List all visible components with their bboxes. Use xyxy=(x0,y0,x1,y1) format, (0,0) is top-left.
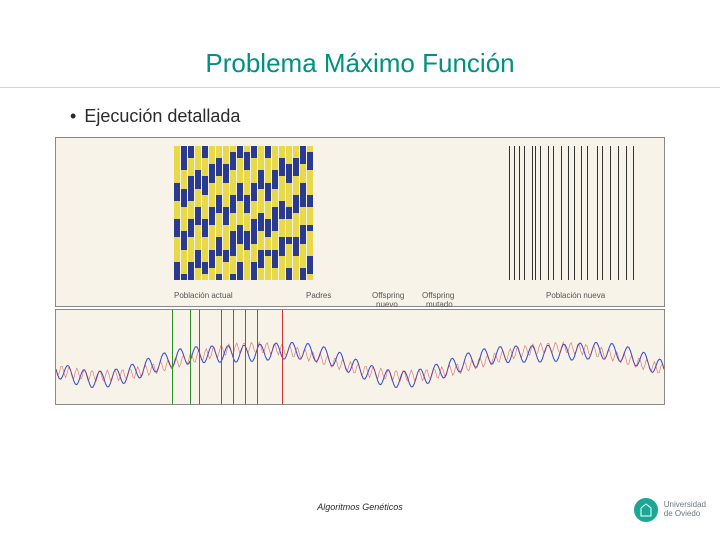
function-wave-panel xyxy=(55,309,665,405)
chromosome-column xyxy=(244,146,250,280)
population-line xyxy=(581,146,582,280)
panel-label: Población nueva xyxy=(546,291,605,300)
logo-text: Universidad de Oviedo xyxy=(664,501,706,519)
chromosome-column xyxy=(237,146,243,280)
marker-line-green xyxy=(172,310,173,404)
wave-red xyxy=(56,342,664,381)
population-line xyxy=(587,146,588,280)
chromosome-column xyxy=(258,146,264,280)
population-line xyxy=(633,146,634,280)
population-line xyxy=(519,146,520,280)
population-line xyxy=(509,146,510,280)
panel-label: Población actual xyxy=(174,291,233,300)
panel-label: nuevo xyxy=(376,300,398,309)
logo-line2: de Oviedo xyxy=(664,510,706,519)
chromosome-column xyxy=(181,146,187,280)
chromosome-column xyxy=(188,146,194,280)
population-line xyxy=(610,146,611,280)
wave-blue xyxy=(56,343,664,388)
chromosome-column xyxy=(286,146,292,280)
population-line xyxy=(618,146,619,280)
chromosome-group xyxy=(174,146,313,280)
chromosome-column xyxy=(251,146,257,280)
new-population-lines xyxy=(506,146,636,280)
panel-label: Offspring xyxy=(372,291,404,300)
population-line xyxy=(626,146,627,280)
chromosome-column xyxy=(230,146,236,280)
chromosome-column xyxy=(216,146,222,280)
marker-line-green xyxy=(199,310,200,404)
chromosome-column xyxy=(223,146,229,280)
population-panel: Población actualPadresOffspringnuevoOffs… xyxy=(55,137,665,307)
marker-line-green xyxy=(190,310,191,404)
chromosome-column xyxy=(209,146,215,280)
subtitle: • Ejecución detallada xyxy=(0,106,720,127)
chromosome-column xyxy=(272,146,278,280)
population-line xyxy=(574,146,575,280)
population-line xyxy=(561,146,562,280)
population-line xyxy=(553,146,554,280)
chromosome-column xyxy=(265,146,271,280)
chromosome-column xyxy=(279,146,285,280)
marker-line-green xyxy=(221,310,222,404)
population-line xyxy=(548,146,549,280)
marker-line-green xyxy=(245,310,246,404)
chromosome-column xyxy=(202,146,208,280)
population-line xyxy=(568,146,569,280)
panel-label: mutado xyxy=(426,300,453,309)
footer-text: Algoritmos Genéticos xyxy=(0,502,720,512)
population-line xyxy=(514,146,515,280)
population-line xyxy=(532,146,533,280)
population-line xyxy=(535,146,536,280)
page-title: Problema Máximo Función xyxy=(0,0,720,87)
chromosome-column xyxy=(174,146,180,280)
population-line xyxy=(524,146,525,280)
panel-label: Padres xyxy=(306,291,331,300)
title-divider xyxy=(0,87,720,88)
chromosome-column xyxy=(300,146,306,280)
university-logo: Universidad de Oviedo xyxy=(634,498,706,522)
marker-line-red xyxy=(282,310,284,404)
subtitle-text: Ejecución detallada xyxy=(84,106,240,126)
chromosome-column xyxy=(195,146,201,280)
panel-label: Offspring xyxy=(422,291,454,300)
bullet-icon: • xyxy=(70,106,76,126)
chromosome-column xyxy=(307,146,313,280)
marker-line-green xyxy=(233,310,234,404)
population-line xyxy=(602,146,603,280)
marker-line-green xyxy=(257,310,258,404)
wave-plot xyxy=(56,310,664,404)
population-line xyxy=(597,146,598,280)
chromosome-column xyxy=(293,146,299,280)
logo-seal-icon xyxy=(634,498,658,522)
population-line xyxy=(540,146,541,280)
